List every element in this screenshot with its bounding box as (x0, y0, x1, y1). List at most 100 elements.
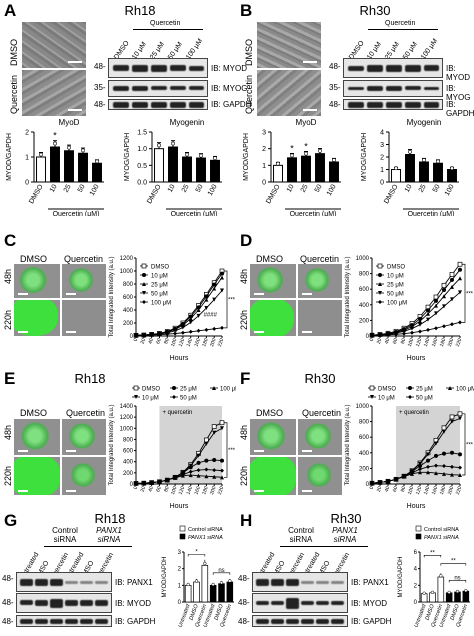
bar (168, 146, 178, 183)
siRNA-line-ctrl-g (44, 546, 88, 547)
x-axis-label: Quercetin (μM) (171, 211, 218, 216)
data-point (194, 579, 199, 583)
sig-star: * (290, 144, 294, 154)
marker-a-2: 48- (94, 100, 106, 109)
marker-triangle-down (434, 311, 438, 316)
data-point (219, 581, 224, 585)
legend-label: PANX1 siRNA (188, 535, 223, 541)
y-tick-label: 400 (359, 303, 370, 309)
ib-label-g-2: IB: GAPDH (115, 617, 156, 626)
blot-panx1-g (16, 572, 112, 592)
y-tick-label: 1200 (120, 415, 134, 421)
sig-hash: #### (204, 313, 218, 319)
marker-circle (196, 460, 201, 465)
panel-title-a: Rh18 (124, 3, 156, 18)
legend-label: PANX1 siRNA (424, 535, 459, 541)
bar (433, 162, 443, 183)
sig-label: ** (430, 550, 435, 556)
bar (210, 159, 220, 183)
x-tick-label: 220 (217, 337, 226, 347)
x-tick-label: 100 (170, 485, 179, 495)
x-tick-label: 100 (326, 183, 338, 197)
y-tick-label: 2 (178, 567, 182, 573)
legend-label: 50 μM (387, 292, 404, 298)
marker-triangle-down (450, 419, 454, 424)
sig-label: ns (454, 575, 460, 581)
data-point (185, 152, 189, 157)
legend-label: 100 μM (151, 301, 171, 307)
marker-diamond (426, 464, 430, 469)
x-tick-label: 20 (140, 485, 148, 492)
marker-diamond (450, 464, 454, 469)
y-tick-label: 1.0 (137, 146, 147, 153)
chart-title: MyoD (296, 118, 317, 127)
x-tick-label: DMSO (146, 183, 163, 205)
marker-triangle-down (426, 452, 430, 457)
data-point (455, 589, 460, 594)
chart-title: MyoD (59, 118, 80, 127)
img-label-dmso-f: DMSO (256, 408, 283, 418)
x-tick-label: 180 (439, 337, 448, 347)
sig-bracket (462, 413, 466, 476)
sig-bracket (212, 572, 231, 575)
marker-diamond (134, 333, 138, 338)
bar (226, 581, 234, 603)
marker-diamond (220, 468, 224, 473)
legend-label: 100 μM (220, 387, 236, 393)
marker-diamond (141, 481, 146, 486)
marker-diamond (386, 332, 390, 337)
x-tick-label: DMSO (214, 603, 226, 621)
sig-stars: *** (228, 448, 236, 454)
marker-triangle (220, 275, 224, 280)
quercetin-annotation: + quercetin (162, 410, 192, 416)
x-tick-label: 60 (155, 337, 163, 344)
y-axis-label: Total Integrated Intensity (a.u.) (109, 404, 115, 485)
marker-diamond (157, 479, 162, 484)
x-tick-label: 160 (193, 485, 202, 495)
y-axis-label: MYOG/GAPDH (124, 133, 131, 181)
sig-bracket (423, 555, 442, 558)
y-tick-label: 1400 (120, 404, 134, 410)
marker-diamond (204, 467, 209, 472)
legend-label: 50 μM (180, 396, 197, 402)
x-tick-label: 25 (418, 183, 428, 193)
marker-g-0: 48- (2, 574, 14, 583)
y-tick-label: 1000 (356, 404, 370, 410)
blot-header-quercetin-a: Quercetin (150, 20, 181, 27)
x-tick-label: DMSO (425, 603, 437, 621)
marker-diamond (458, 465, 462, 470)
panel-title-g: Rh18 (94, 511, 126, 526)
marker-diamond (173, 475, 178, 480)
sig-star: * (53, 130, 57, 140)
x-axis-label: Hours (170, 355, 189, 362)
data-point (408, 149, 412, 154)
legend-label: 10 μM (142, 396, 159, 402)
y-tick-label: 0 (25, 180, 29, 187)
x-tick-label: 20 (376, 485, 384, 492)
marker-diamond (173, 331, 178, 336)
y-tick-label: 3 (262, 130, 266, 137)
legend-label: DMSO (151, 265, 169, 271)
panel-label-h: H (240, 511, 253, 530)
marker-b-0: 48- (329, 62, 341, 71)
ib-label-b-2: IB: GAPDH (446, 100, 474, 118)
ib-label-b-1: IB: MYOG (446, 84, 471, 102)
marker-diamond (370, 481, 374, 486)
bar (154, 148, 164, 183)
blot-gapdh-b (343, 99, 443, 110)
micrograph-quercetin-a (22, 70, 86, 116)
bar (419, 161, 429, 183)
y-tick-label: 1 (25, 155, 29, 162)
sig-bracket (462, 263, 466, 323)
bar (201, 564, 209, 603)
legend-label: 25 μM (416, 387, 433, 393)
x-tick-label: 0 (133, 337, 140, 342)
bar (273, 164, 283, 183)
sig-label: * (195, 550, 198, 556)
marker-triangle (448, 386, 452, 390)
